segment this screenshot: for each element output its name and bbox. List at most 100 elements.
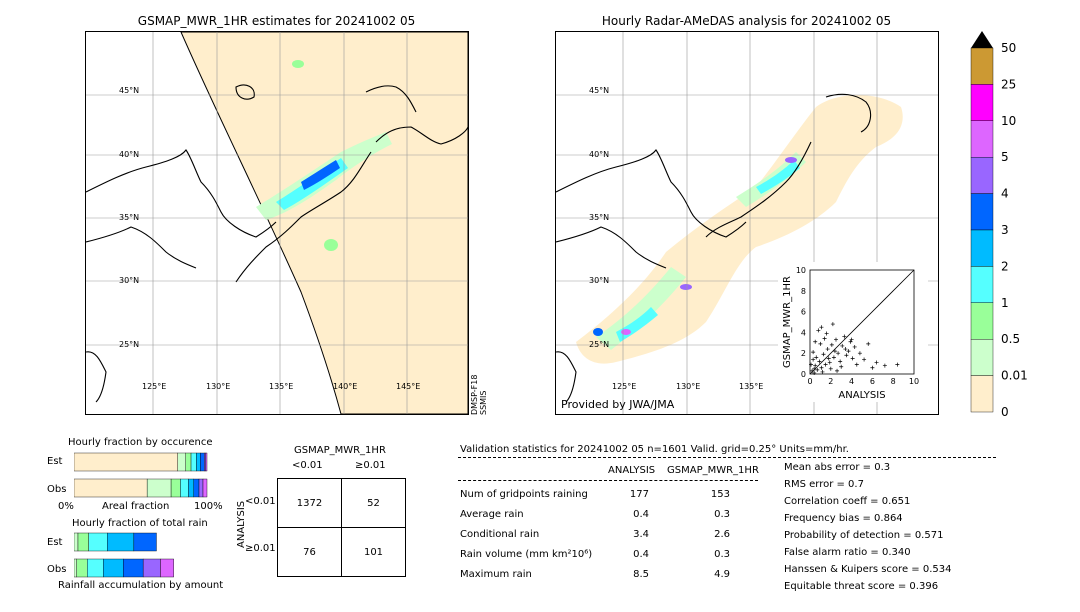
rain-cell-isolated xyxy=(324,239,338,251)
scatter-point xyxy=(835,368,840,373)
scatter-point xyxy=(838,359,843,364)
fraction-bar-segment xyxy=(76,558,88,578)
rain-cell-heavy-3 xyxy=(785,157,797,163)
scatter-point xyxy=(815,367,820,372)
satellite-swath xyxy=(180,32,468,414)
lon-label-145: 145°E xyxy=(396,382,420,391)
contingency-row-lt: <0.01 xyxy=(245,496,276,507)
colorbar-segment xyxy=(970,302,994,340)
colorbar-label: 25 xyxy=(1001,77,1016,91)
r-lon-label-125: 125°E xyxy=(612,382,636,391)
validation-row-analysis: 177 xyxy=(629,489,649,500)
scatter-point xyxy=(827,360,832,365)
scatter-xtick: 6 xyxy=(870,377,875,386)
scatter-point xyxy=(819,365,824,370)
right-map-coastline xyxy=(556,93,872,403)
scatter-point xyxy=(849,337,854,342)
scatter-point xyxy=(812,370,817,375)
contingency-cell: 1372 xyxy=(277,478,342,528)
colorbar-segments xyxy=(970,47,994,413)
left-map-title: GSMAP_MWR_1HR estimates for 20241002 05 xyxy=(137,14,416,28)
validation-score: RMS error = 0.7 xyxy=(784,479,864,490)
validation-col-gsmap: GSMAP_MWR_1HR xyxy=(667,465,759,476)
lon-label-125: 125°E xyxy=(142,382,166,391)
contingency-cell: 101 xyxy=(341,527,406,577)
contingency-col-ge: ≥0.01 xyxy=(355,460,386,471)
scatter-point xyxy=(844,353,849,358)
colorbar-label: 0 xyxy=(1001,405,1009,419)
scatter-point xyxy=(828,366,833,371)
scatter-diagonal xyxy=(809,269,915,375)
scatter-point xyxy=(842,334,847,339)
rain-cell-heavy-1 xyxy=(621,329,631,335)
occurence-bars xyxy=(74,452,208,498)
scatter-ticks: 00 2 2 4 4 6 6 8 8 10 10 xyxy=(796,266,919,386)
scatter-ytick: 6 xyxy=(801,308,806,317)
colorbar-label: 10 xyxy=(1001,114,1016,128)
colorbar-label: 0.5 xyxy=(1001,332,1020,346)
data-credit: Provided by JWA/JMA xyxy=(561,398,675,411)
lat-label-30: 30°N xyxy=(119,276,139,285)
scatter-xtick: 4 xyxy=(849,377,854,386)
rain-region-medium-ne xyxy=(756,160,800,194)
scatter-point xyxy=(824,331,829,336)
scatter-point xyxy=(826,356,831,361)
validation-col-analysis: ANALYSIS xyxy=(608,465,656,476)
r-lat-label-40: 40°N xyxy=(589,150,609,159)
lat-label-25: 25°N xyxy=(119,340,139,349)
scatter-point xyxy=(874,360,879,365)
scatter-plot: 00 2 2 4 4 6 6 8 8 10 10 ANALYSIS GSMAP_MWR_1HR xyxy=(782,266,919,401)
colorbar-label: 2 xyxy=(1001,259,1009,273)
sensor-label: DMSP-F18 SSMIS xyxy=(470,375,488,415)
validation-score: Hanssen & Kuipers score = 0.534 xyxy=(784,564,952,575)
scatter-point xyxy=(811,350,816,355)
colorbar-segment xyxy=(970,229,994,267)
colorbar-segment xyxy=(970,120,994,158)
contingency-row-axis: ANALYSIS xyxy=(236,500,247,548)
fraction-bar-segment xyxy=(74,452,178,472)
validation-divider-2 xyxy=(458,480,758,481)
fraction-bar-segment xyxy=(107,532,135,552)
scatter-point xyxy=(850,356,855,361)
scatter-points xyxy=(809,322,900,375)
lat-label-40: 40°N xyxy=(119,150,139,159)
fraction-bar-segment xyxy=(188,478,194,498)
scatter-point xyxy=(854,362,859,367)
fraction-bar-segment xyxy=(190,452,197,472)
scatter-xlabel: ANALYSIS xyxy=(838,390,885,401)
rain-cell-heavy-2 xyxy=(680,284,692,290)
fraction-bar-segment xyxy=(185,452,192,472)
validation-row-analysis: 8.5 xyxy=(633,569,649,580)
colorbar-label: 1 xyxy=(1001,296,1009,310)
validation-score: Probability of detection = 0.571 xyxy=(784,530,944,541)
fraction-bar-segment xyxy=(200,452,205,472)
scatter-point xyxy=(832,349,837,354)
colorbar-label: 0.01 xyxy=(1001,369,1028,383)
validation-row-label: Average rain xyxy=(460,509,524,520)
validation-row-analysis: 0.4 xyxy=(633,549,649,560)
colorbar-segment xyxy=(970,156,994,194)
scatter-point xyxy=(857,351,862,356)
fraction-bar-segment xyxy=(170,478,181,498)
fraction-bar-segment xyxy=(177,452,186,472)
lon-label-135: 135°E xyxy=(269,382,293,391)
left-map-canvas: 45°N 40°N 35°N 30°N 25°N 125°E 130°E 135… xyxy=(86,32,468,414)
scatter-point xyxy=(840,343,845,348)
scatter-point xyxy=(895,362,900,367)
fraction-bar-segment xyxy=(74,532,79,552)
colorbar-segment xyxy=(970,84,994,122)
validation-row-gsmap: 0.3 xyxy=(714,549,730,560)
fraction-bar-segment xyxy=(133,532,157,552)
colorbar-segment xyxy=(970,193,994,231)
fraction-bar-segment xyxy=(202,478,208,498)
rain-band-heavy xyxy=(301,160,340,190)
scatter-point xyxy=(830,322,835,327)
lon-label-140: 140°E xyxy=(333,382,357,391)
scatter-point xyxy=(870,365,875,370)
left-map-lat-labels: 45°N 40°N 35°N 30°N 25°N 125°E 130°E 135… xyxy=(119,86,420,391)
right-map-gridlines xyxy=(556,32,938,414)
contingency-cell: 76 xyxy=(277,527,342,577)
fraction-bar-segment xyxy=(103,558,124,578)
lat-label-45: 45°N xyxy=(119,86,139,95)
scatter-point xyxy=(823,362,828,367)
